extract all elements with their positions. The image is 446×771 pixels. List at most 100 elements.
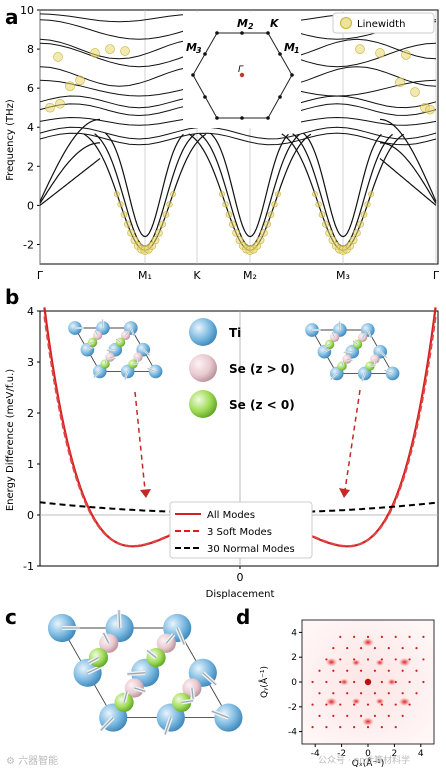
linewidth-marker	[229, 220, 237, 228]
xtick-label: Γ	[433, 269, 440, 282]
superlattice-dot	[422, 658, 425, 661]
acoustic-branch	[39, 118, 101, 202]
displacement-arrow-outline	[93, 371, 101, 378]
displacement-arrow-outline	[331, 332, 335, 338]
superlattice-dot	[415, 692, 418, 695]
superlattice-dot	[339, 635, 342, 638]
displacement-arrow-outline	[367, 329, 372, 339]
linewidth-marker	[315, 201, 322, 208]
superlattice-dot	[318, 714, 321, 717]
superlattice-dot	[373, 647, 377, 650]
optical-branch	[39, 126, 437, 140]
soft-branch	[94, 133, 196, 248]
ytick-label: -2	[288, 703, 297, 713]
acoustic-branch	[39, 142, 100, 204]
panel-b-legend: All Modes 3 Soft Modes 30 Normal Modes	[169, 501, 313, 559]
linewidth-marker	[349, 236, 358, 245]
superlattice-dot	[353, 680, 356, 684]
panel-b-letter: b	[5, 285, 19, 309]
superlattice-dot	[415, 669, 418, 672]
bragg-spot	[375, 659, 385, 667]
superlattice-dot	[408, 703, 411, 706]
bz-m3-sub: 3	[196, 46, 202, 55]
xtick-label: -4	[311, 749, 320, 759]
ytick-label: 4	[291, 628, 297, 638]
displacement-arrow-outline	[341, 360, 344, 367]
bz-m3-label: M	[186, 41, 197, 54]
superlattice-dot	[394, 726, 397, 729]
superlattice-dot	[422, 680, 425, 684]
linewidth-marker	[256, 236, 265, 245]
displacement-arrow-outline	[191, 687, 194, 700]
superlattice-dot	[366, 726, 370, 729]
linewidth-marker	[151, 236, 160, 245]
displacement-arrow-outline	[100, 717, 114, 731]
arrow-left-head	[140, 489, 151, 498]
brillouin-zone-inset: Γ M 2 K M 3 M 1	[183, 12, 301, 128]
displacement-arrow-outline	[362, 332, 367, 338]
superlattice-dot	[401, 669, 404, 672]
displacement-arrow-outline	[330, 373, 338, 380]
linewidth-marker	[117, 201, 124, 208]
se-positive-atom-icon	[189, 354, 217, 382]
superlattice-dot	[394, 680, 397, 684]
linewidth-marker	[271, 201, 278, 208]
displacement-arrow-outline	[202, 672, 217, 686]
superlattice-dot	[353, 703, 356, 706]
bragg-spot	[325, 697, 338, 707]
panel-a-letter: a	[5, 5, 19, 29]
linewidth-marker	[53, 52, 63, 62]
panel-d-letter: d	[236, 605, 250, 629]
displacement-arrow-outline	[87, 342, 93, 346]
superlattice-dot	[359, 692, 363, 695]
superlattice-dot	[373, 692, 377, 695]
atom-label-se-pos: Se (z > 0)	[229, 362, 295, 376]
displacement-arrow-outline	[134, 687, 146, 693]
linewidth-marker	[410, 87, 420, 97]
atom-label-ti: Ti	[229, 326, 241, 340]
linewidth-marker	[364, 201, 371, 208]
ytick-label: 2	[27, 407, 34, 420]
superlattice-dot	[325, 658, 328, 661]
gamma-point	[239, 72, 245, 78]
structure-inset-right	[305, 321, 400, 382]
displacement-arrow-outline	[123, 691, 128, 703]
displacement-arrow-outline	[346, 358, 353, 362]
linewidth-marker	[114, 191, 120, 197]
superlattice-dot	[401, 714, 404, 717]
displacement-arrow-outline	[352, 340, 358, 345]
displacement-arrow-outline	[142, 349, 150, 356]
structure-inset-left	[68, 319, 163, 380]
atom-label-se-neg: Se (z < 0)	[229, 398, 295, 412]
linewidth-marker	[353, 229, 361, 237]
acoustic-branch	[379, 158, 437, 206]
superlattice-dot	[346, 714, 349, 717]
superlattice-dot	[325, 680, 328, 684]
bragg-spot	[398, 657, 411, 667]
linewidth-marker	[65, 81, 75, 91]
displacement-arrow-outline	[127, 672, 146, 675]
superlattice-dot	[318, 692, 321, 695]
displacement-arrow-outline	[109, 356, 116, 360]
bz-m2-sub: 2	[248, 22, 254, 31]
bragg-spot	[398, 697, 411, 707]
bz-m1-label: M	[284, 41, 295, 54]
superlattice-dot	[401, 692, 404, 695]
ytick-label: 2	[27, 160, 34, 173]
soft-branch	[104, 132, 184, 238]
displacement-arrow-outline	[343, 351, 353, 353]
panel-c-letter: c	[5, 605, 17, 629]
linewidth-marker	[356, 220, 364, 228]
linewidth-marker	[124, 220, 132, 228]
linewidth-marker	[263, 220, 271, 228]
xtick-label: M₂	[243, 269, 257, 282]
bragg-spot	[362, 637, 374, 647]
linewidth-marker	[162, 211, 170, 218]
superlattice-dot	[380, 726, 383, 729]
superlattice-dot	[339, 703, 342, 706]
linewidth-marker	[275, 191, 281, 197]
displacement-arrow-outline	[369, 364, 376, 367]
displacement-arrow-outline	[132, 362, 139, 365]
linewidth-marker	[425, 104, 435, 115]
linewidth-marker	[219, 191, 225, 197]
